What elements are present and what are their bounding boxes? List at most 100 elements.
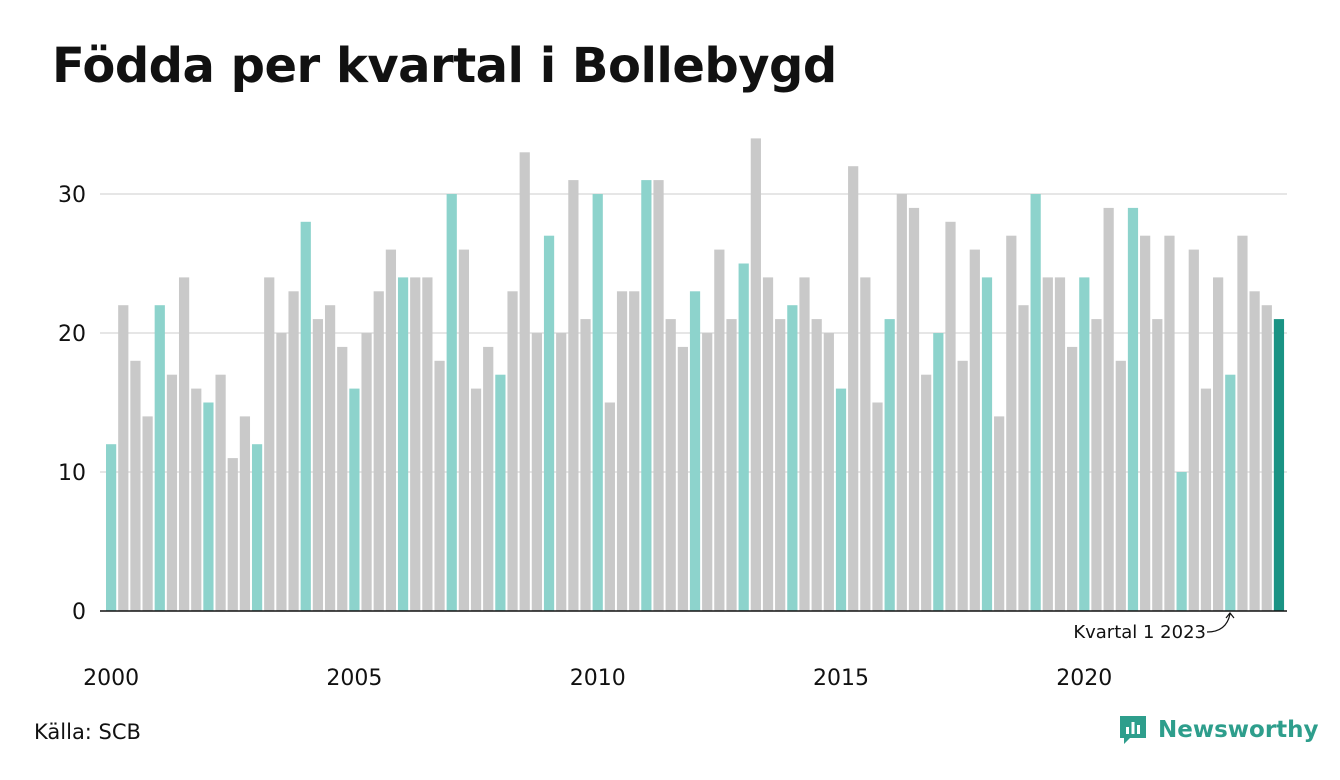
bar bbox=[641, 180, 652, 611]
bar bbox=[1091, 319, 1102, 611]
bar bbox=[118, 305, 129, 611]
bar bbox=[385, 249, 397, 611]
y-tick-label: 10 bbox=[58, 461, 86, 486]
latest-quarter-annotation: Kvartal 1 2023 bbox=[1073, 612, 1235, 643]
bar bbox=[823, 333, 834, 611]
bar bbox=[787, 305, 798, 611]
bar bbox=[470, 388, 482, 611]
bar bbox=[251, 444, 263, 611]
x-tick-label: 2010 bbox=[570, 666, 626, 691]
bar bbox=[921, 374, 932, 611]
bar bbox=[1213, 277, 1224, 611]
bar bbox=[349, 388, 360, 611]
x-tick-label: 2005 bbox=[326, 666, 382, 691]
bar bbox=[556, 333, 567, 611]
bar bbox=[446, 194, 457, 611]
annotation-arrowhead bbox=[1225, 612, 1235, 619]
bar bbox=[1140, 235, 1151, 611]
bar bbox=[1127, 207, 1139, 611]
y-tick-labels: 0 10 20 30 bbox=[58, 183, 86, 625]
x-tick-label: 2020 bbox=[1056, 666, 1112, 691]
bar bbox=[1054, 277, 1066, 611]
brand-logo[interactable]: Newsworthy bbox=[1118, 714, 1319, 746]
bar bbox=[337, 346, 348, 611]
bar bbox=[422, 277, 433, 611]
bar bbox=[969, 249, 980, 611]
bar bbox=[702, 333, 713, 611]
bar bbox=[665, 319, 676, 611]
bar bbox=[288, 291, 299, 611]
bar bbox=[775, 319, 786, 611]
source-note: Källa: SCB bbox=[34, 720, 141, 744]
bar bbox=[580, 319, 591, 611]
bar bbox=[373, 291, 384, 611]
bar bbox=[215, 374, 226, 611]
bar bbox=[495, 374, 506, 611]
bar bbox=[239, 416, 251, 611]
bar bbox=[1030, 194, 1041, 611]
bar bbox=[519, 152, 530, 612]
annotation-label: Kvartal 1 2023 bbox=[1073, 622, 1206, 643]
newsworthy-logo-icon bbox=[1120, 716, 1146, 744]
bar bbox=[1176, 472, 1187, 611]
y-tick-label: 30 bbox=[58, 183, 86, 208]
bar bbox=[1103, 207, 1114, 611]
bar bbox=[799, 277, 810, 611]
bar bbox=[166, 374, 178, 611]
bar bbox=[908, 207, 920, 611]
bar bbox=[714, 249, 725, 611]
bar bbox=[227, 458, 238, 611]
bar bbox=[1249, 291, 1260, 611]
bar bbox=[1006, 235, 1017, 611]
bar bbox=[203, 402, 214, 611]
bar bbox=[896, 194, 907, 611]
bars bbox=[106, 138, 1285, 612]
bar bbox=[872, 402, 883, 611]
bar bbox=[361, 333, 372, 611]
bar bbox=[1042, 277, 1053, 611]
y-tick-label: 20 bbox=[58, 322, 86, 347]
bar bbox=[178, 277, 190, 611]
bar bbox=[726, 319, 737, 611]
bar bbox=[264, 277, 275, 611]
bar bbox=[1164, 235, 1175, 611]
bar bbox=[300, 221, 311, 612]
bar bbox=[1200, 388, 1212, 611]
bar bbox=[835, 388, 847, 611]
bar bbox=[848, 166, 859, 611]
bar bbox=[592, 194, 603, 611]
bar bbox=[750, 138, 761, 611]
bar bbox=[130, 360, 141, 611]
bar bbox=[677, 346, 688, 611]
bar bbox=[1079, 277, 1090, 611]
bar bbox=[142, 416, 153, 611]
bar bbox=[483, 346, 494, 611]
bar bbox=[312, 319, 324, 611]
bar bbox=[1188, 249, 1199, 611]
bar bbox=[738, 263, 749, 611]
bar bbox=[1067, 346, 1078, 611]
bar bbox=[154, 305, 165, 611]
bar bbox=[945, 221, 956, 612]
bar bbox=[507, 291, 518, 611]
bar bbox=[1018, 305, 1029, 611]
bar bbox=[1152, 319, 1163, 611]
chart-title: Födda per kvartal i Bollebygd bbox=[52, 38, 837, 94]
x-tick-labels: 2000 2005 2010 2015 2020 bbox=[83, 666, 1112, 691]
bar bbox=[1225, 374, 1236, 611]
bar bbox=[689, 291, 701, 611]
bar bbox=[1261, 305, 1272, 611]
brand-name: Newsworthy bbox=[1158, 717, 1319, 743]
bar bbox=[762, 277, 774, 611]
bar bbox=[994, 416, 1005, 611]
bar bbox=[653, 180, 664, 611]
bar bbox=[568, 180, 579, 611]
bar bbox=[1115, 360, 1126, 611]
bar bbox=[106, 444, 117, 611]
bar bbox=[397, 277, 409, 611]
x-tick-label: 2015 bbox=[813, 666, 869, 691]
bar bbox=[324, 305, 336, 611]
bar bbox=[981, 277, 993, 611]
bar bbox=[434, 360, 445, 611]
